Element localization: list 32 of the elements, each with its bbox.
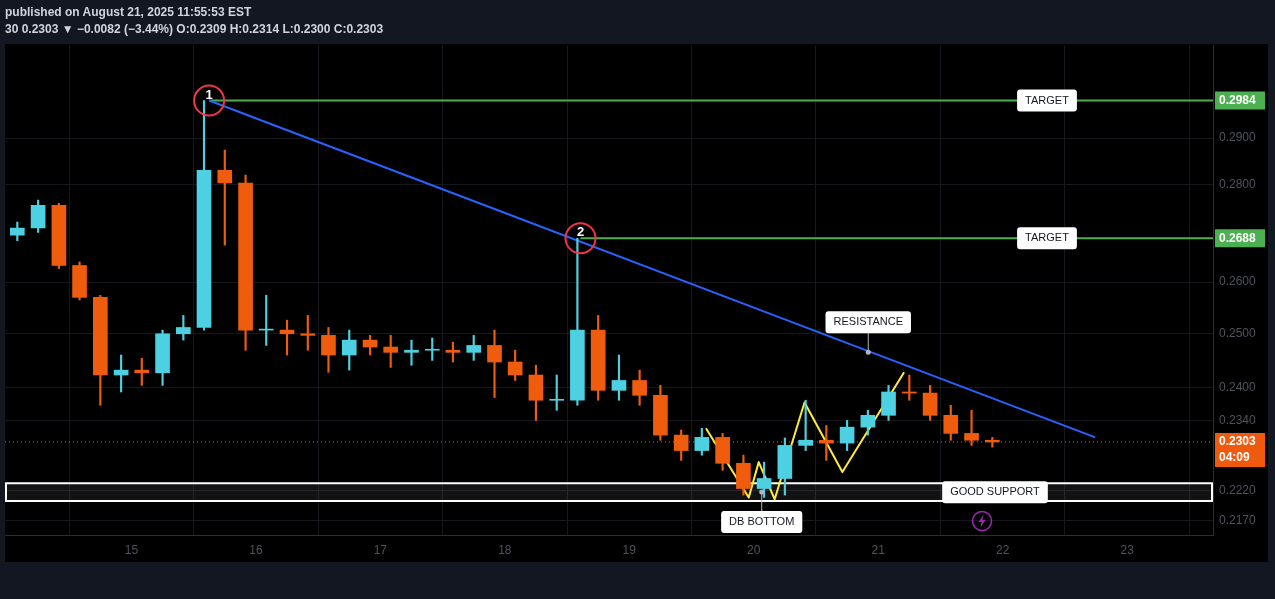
data-label: 0.2984 [1219, 92, 1257, 107]
x-tick-label: 19 [622, 542, 637, 557]
band-label: GOOD SUPPORT [950, 485, 1041, 498]
x-tick-label: 18 [498, 542, 512, 557]
candlestick [487, 329, 502, 398]
y-tick-label: 0.2900 [1219, 130, 1257, 145]
annotation: RESISTANCE [833, 315, 903, 328]
series-label: TARGET [1025, 93, 1070, 106]
annotation: 2 [576, 224, 585, 240]
x-tick-label: 16 [249, 542, 263, 557]
candlestick [404, 339, 419, 366]
x-tick-label: 23 [1120, 542, 1135, 557]
x-tick-label: 17 [373, 542, 388, 557]
ref-line-label: 0.2303 [1219, 434, 1257, 449]
x-tick-label: 20 [747, 542, 761, 557]
y-tick-label: 0.2220 [1219, 482, 1257, 497]
y-tick-label: 0.2600 [1219, 274, 1257, 289]
series-label: TARGET [1025, 231, 1070, 244]
x-tick-label: 22 [995, 542, 1010, 557]
y-tick-label: 0.2400 [1219, 379, 1257, 394]
y-tick-label: 0.2170 [1219, 512, 1257, 527]
y-tick-label: 0.2500 [1219, 326, 1257, 341]
y-tick-label: 0.2800 [1219, 176, 1257, 191]
chart-subtitle: 30 0.2303 ▼ −0.0082 (−3.44%) O:0.2309 H:0.2314 L:0.2300 C:0.2303 [5, 22, 384, 36]
y-tick-label: 0.2340 [1219, 413, 1257, 428]
chart-title: published on August 21, 2025 11:55:53 EST [5, 5, 252, 19]
annotation: 1 [205, 86, 213, 102]
x-tick-label: 15 [124, 542, 139, 557]
annotation: DB BOTTOM [729, 515, 795, 528]
x-tick-label: 21 [871, 542, 886, 557]
data-label: 0.2688 [1219, 230, 1257, 245]
text: 04:09 [1219, 450, 1251, 465]
